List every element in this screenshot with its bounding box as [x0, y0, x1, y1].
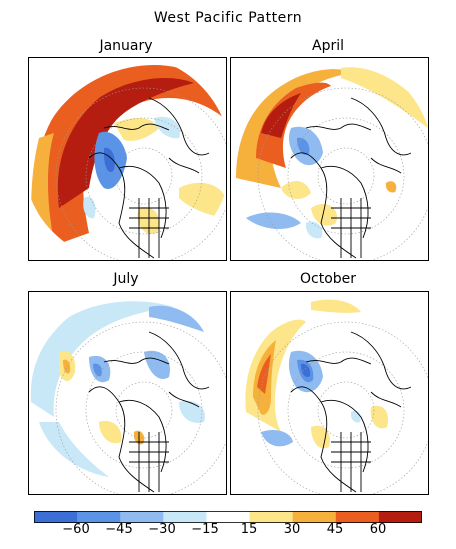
colorbar-label: 45 — [326, 522, 344, 537]
panel-title-october: October — [299, 271, 357, 287]
anomaly-field-july — [30, 301, 205, 477]
colorbar-swatch — [335, 511, 380, 523]
colorbar-label: −45 — [105, 522, 133, 537]
colorbar-label: −15 — [191, 522, 219, 537]
panel-title-april: April — [312, 38, 344, 54]
colorbar-swatch — [206, 511, 251, 523]
latitude-grid — [55, 87, 226, 260]
colorbar-label: 60 — [369, 522, 387, 537]
colorbar-swatch — [34, 511, 78, 523]
coastlines — [88, 97, 210, 259]
panel-title-july: July — [113, 271, 139, 287]
map-panel-april — [230, 57, 429, 261]
colorbar-swatch — [163, 511, 207, 523]
colorbar-swatch — [249, 511, 294, 523]
anomaly-field-january — [31, 65, 226, 260]
anomaly-field-october — [245, 299, 389, 449]
colorbar-label: −30 — [148, 522, 176, 537]
latitude-grid — [257, 87, 428, 260]
anomaly-field-april — [236, 67, 428, 239]
coastlines — [290, 97, 412, 259]
figure-title: West Pacific Pattern — [153, 10, 303, 26]
colorbar-label: 15 — [240, 522, 258, 537]
coastlines — [88, 331, 210, 493]
colorbar-label: 30 — [283, 522, 301, 537]
map-panel-july — [28, 291, 227, 495]
latitude-grid — [257, 321, 428, 494]
colorbar-swatch — [120, 511, 164, 523]
coastlines — [290, 331, 412, 493]
map-panel-january — [28, 57, 227, 261]
colorbar-swatch — [378, 511, 422, 523]
latitude-grid — [55, 321, 226, 494]
colorbar-swatch — [77, 511, 121, 523]
panel-title-january: January — [99, 38, 153, 54]
colorbar-label: −60 — [62, 522, 90, 537]
colorbar-swatch — [292, 511, 337, 523]
map-panel-october — [230, 291, 429, 495]
colorbar — [34, 511, 422, 523]
